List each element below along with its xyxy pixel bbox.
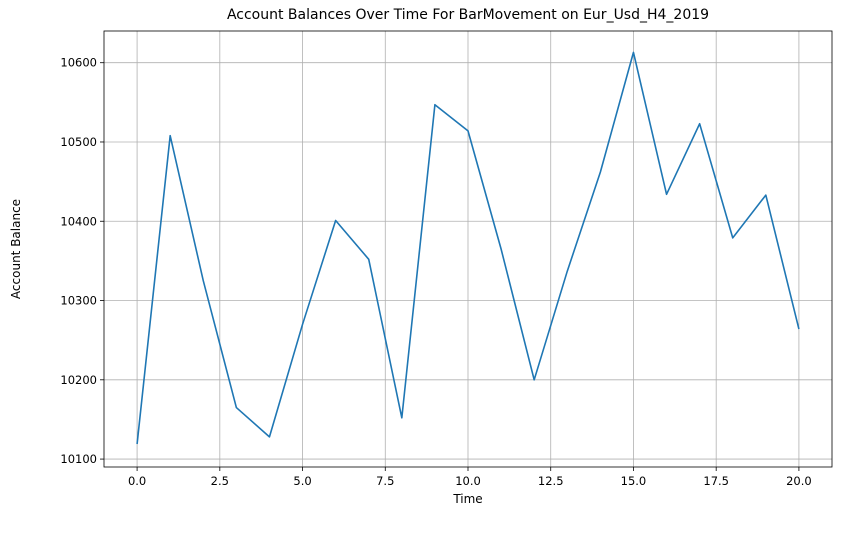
y-tick-label: 10100 — [60, 452, 97, 466]
x-tick-label: 10.0 — [455, 474, 481, 488]
y-ticks: 10100 10200 10300 10400 10500 10600 — [60, 56, 104, 466]
y-tick-label: 10400 — [60, 214, 97, 228]
x-ticks: 0.0 2.5 5.0 7.5 10.0 12.5 15.0 17.5 20.0 — [128, 467, 812, 488]
x-tick-label: 15.0 — [621, 474, 647, 488]
x-tick-label: 17.5 — [703, 474, 729, 488]
y-axis-label: Account Balance — [9, 199, 23, 299]
x-tick-label: 2.5 — [211, 474, 229, 488]
x-axis-label: Time — [452, 492, 482, 506]
x-tick-label: 7.5 — [376, 474, 394, 488]
x-tick-label: 5.0 — [293, 474, 311, 488]
y-tick-label: 10200 — [60, 373, 97, 387]
y-tick-label: 10500 — [60, 135, 97, 149]
chart-title: Account Balances Over Time For BarMoveme… — [227, 7, 709, 23]
x-tick-label: 20.0 — [786, 474, 812, 488]
series-line — [136, 51, 800, 445]
grid-layer — [104, 31, 832, 467]
x-tick-label: 12.5 — [538, 474, 564, 488]
y-tick-label: 10300 — [60, 294, 97, 308]
x-tick-label: 0.0 — [128, 474, 146, 488]
y-tick-label: 10600 — [60, 56, 97, 70]
series-layer — [136, 51, 800, 445]
